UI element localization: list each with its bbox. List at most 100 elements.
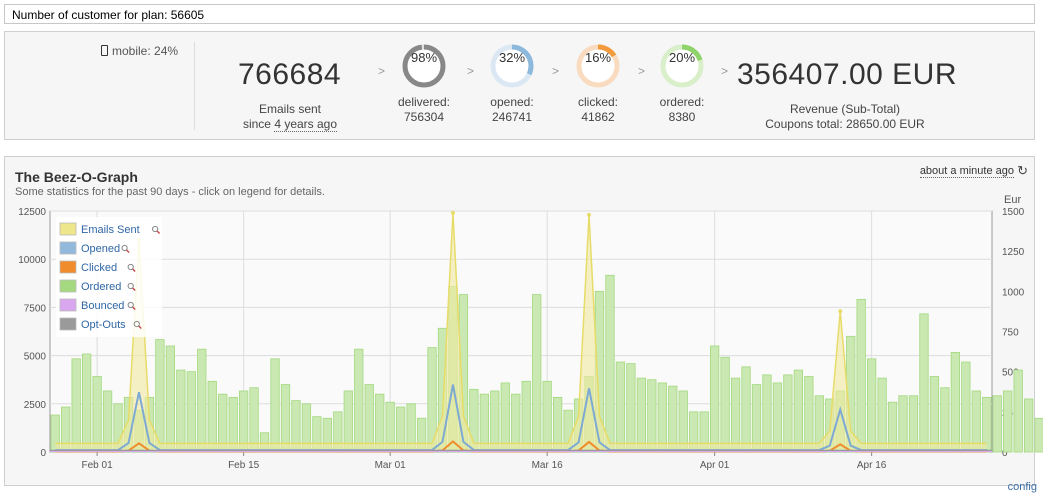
ordered-bar: [668, 385, 678, 453]
revenue-caption: Revenue (Sub-Total) Coupons total: 28650…: [745, 102, 945, 132]
legend-item-opened[interactable]: Opened: [59, 241, 130, 255]
ring-progress: [576, 44, 620, 88]
opened-ring: [490, 44, 534, 88]
emails-sent-area: [55, 212, 987, 452]
ordered-bar: [950, 351, 961, 453]
x-tick-label: Apr 16: [857, 460, 887, 471]
ordered-bar: [720, 356, 730, 453]
ordered-bar: [657, 382, 667, 453]
ordered-bar: [186, 371, 196, 453]
ordered-bar: [783, 374, 793, 453]
ordered-bar: [354, 348, 364, 453]
y-right-tick: 1000: [1002, 287, 1025, 298]
legend-item-bounced[interactable]: Bounced: [59, 298, 136, 312]
funnel-arrow: >: [552, 64, 560, 78]
ring-progress: [402, 44, 446, 88]
y-right-tick: 750: [1002, 328, 1019, 339]
plan-customer-count: Number of customer for plan: 56605: [4, 4, 1035, 24]
ordered-bar: [1003, 390, 1013, 453]
ordered-bar: [207, 380, 217, 453]
chart-legend: Emails Sent Opened Clicked Ordered Bounced Op…: [56, 217, 162, 337]
emails-sent-caption: Emails sent since 4 years ago: [225, 102, 355, 132]
graph-title: The Beez-O-Graph: [15, 169, 138, 185]
ordered-bar: [165, 345, 175, 453]
refresh-icon[interactable]: ↻: [1017, 163, 1028, 178]
ordered-bar: [521, 380, 531, 453]
ordered-bar: [270, 358, 280, 453]
magnifier-icon[interactable]: [127, 263, 136, 272]
legend-item-ordered[interactable]: Ordered: [59, 279, 136, 293]
right-axis-unit: Eur: [1004, 194, 1021, 206]
ordered-bar: [961, 361, 971, 453]
y-left-tick: 10000: [18, 255, 46, 266]
legend-item-emails-sent[interactable]: Emails Sent: [59, 222, 161, 236]
ordered-bar: [249, 387, 259, 453]
magnifier-icon[interactable]: [152, 225, 161, 234]
ordered-bar: [992, 395, 1002, 453]
magnifier-icon[interactable]: [133, 320, 142, 329]
ordered-bar: [793, 369, 804, 453]
y-left-tick: 7500: [24, 303, 47, 314]
emails-sent-label: Emails sent: [258, 102, 322, 116]
clicked-count: 41862: [581, 110, 615, 124]
ring-progress: [490, 44, 534, 88]
ordered-caption: ordered: 8380: [642, 95, 722, 125]
x-tick-label: Feb 15: [228, 460, 260, 471]
ordered-bar: [82, 353, 92, 453]
funnel-arrow: >: [638, 64, 646, 78]
magnifier-icon[interactable]: [127, 301, 136, 310]
legend-item-opt-outs[interactable]: Opt-Outs: [59, 317, 142, 331]
ring-progress: [660, 44, 704, 88]
ordered-bar: [1034, 417, 1043, 453]
y-right-tick: 1250: [1002, 247, 1025, 258]
x-tick-label: Apr 01: [700, 460, 730, 471]
legend-swatch: [59, 241, 77, 255]
ordered-bar: [647, 379, 657, 453]
legend-label: Bounced: [81, 300, 124, 312]
ordered-bar: [804, 376, 814, 453]
ordered-bar: [772, 382, 783, 453]
mobile-share-label: mobile: 24%: [112, 44, 179, 58]
x-tick-label: Mar 01: [375, 460, 407, 471]
ordered-bar: [532, 294, 542, 453]
ordered-ring: [660, 44, 704, 88]
magnifier-icon[interactable]: [121, 244, 130, 253]
ordered-bar: [364, 384, 374, 453]
legend-swatch: [59, 222, 77, 236]
legend-item-clicked[interactable]: Clicked: [59, 260, 136, 274]
ordered-bar: [856, 298, 866, 453]
y-left-tick: 12500: [18, 207, 46, 218]
magnifier-icon[interactable]: [127, 282, 136, 291]
ordered-count: 8380: [668, 110, 696, 124]
funnel-arrow: >: [467, 64, 475, 78]
ordered-bar: [710, 345, 720, 453]
emails-sent-point: [587, 212, 592, 217]
coupons-total: Coupons total: 28650.00 EUR: [765, 117, 925, 131]
config-link[interactable]: config: [1007, 481, 1037, 493]
ordered-bar: [280, 384, 291, 453]
mobile-phone-icon: [101, 45, 108, 56]
ordered-bar: [636, 377, 647, 453]
opened-caption: opened: 246741: [472, 95, 552, 125]
ordered-bar: [919, 313, 929, 453]
y-right-tick: 500: [1002, 368, 1019, 379]
clicked-caption: clicked: 41862: [558, 95, 638, 125]
emails-sent-point: [838, 309, 843, 314]
delivered-ring: [402, 44, 446, 88]
ordered-bar: [626, 363, 636, 453]
y-left-tick: 2500: [24, 400, 47, 411]
ordered-bar: [1013, 369, 1023, 453]
legend-swatch: [59, 260, 77, 274]
ordered-bar: [71, 358, 81, 453]
y-right-tick: 1500: [1002, 207, 1025, 218]
delivered-caption: delivered: 756304: [384, 95, 464, 125]
ordered-bar: [197, 348, 207, 453]
legend-label: Opened: [81, 243, 120, 255]
opened-pct: 32%: [498, 50, 526, 65]
legend-label: Clicked: [81, 262, 117, 274]
x-tick-label: Mar 16: [532, 460, 564, 471]
ordered-bar: [176, 369, 186, 453]
last-updated-link[interactable]: about a minute ago: [919, 165, 1014, 178]
ordered-bar: [751, 384, 762, 453]
